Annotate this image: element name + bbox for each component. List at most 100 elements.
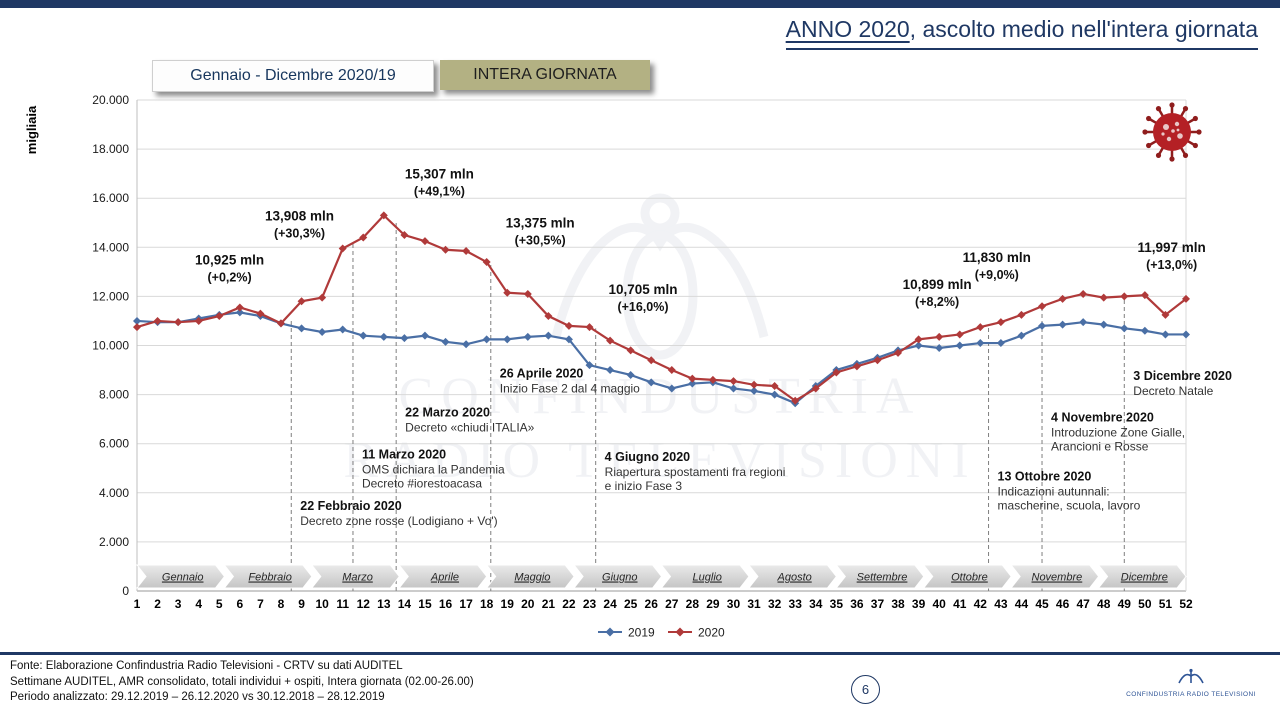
data-point <box>1099 293 1108 302</box>
month-label: Luglio <box>693 572 722 584</box>
month-label: Ottobre <box>951 572 988 584</box>
gridlines: 0 2.000 4.000 6.000 8.000 10.000 12.000 14.000 1… <box>92 95 1187 598</box>
month-label: Giugno <box>602 572 637 584</box>
data-point <box>441 245 450 254</box>
callout-value: 10,925 mln <box>195 252 264 267</box>
month-arrow <box>835 564 925 589</box>
title-rest: , ascolto medio nell'intera giornata <box>909 16 1258 42</box>
x-tick-label: 45 <box>1035 597 1049 611</box>
x-tick-label: 17 <box>459 597 473 611</box>
crtv-eagle-icon <box>1178 668 1204 684</box>
footer-period-line: Periodo analizzato: 29.12.2019 – 26.12.2… <box>10 691 385 703</box>
callout-value: 11,997 mln <box>1137 240 1205 255</box>
data-point <box>770 390 779 399</box>
data-point <box>420 237 429 246</box>
month-label: Dicembre <box>1121 572 1168 584</box>
data-point <box>235 303 244 312</box>
y-tick-label: 18.000 <box>92 142 129 156</box>
x-tick-label: 32 <box>768 597 782 611</box>
data-point <box>832 368 841 377</box>
x-tick-label: 44 <box>1015 597 1029 611</box>
top-border-bar <box>0 0 1280 8</box>
month-arrow <box>1097 564 1187 589</box>
event-date: 11 Marzo 2020 <box>362 447 446 461</box>
x-tick-label: 3 <box>175 597 182 611</box>
data-point <box>585 323 594 332</box>
x-tick-label: 15 <box>418 597 432 611</box>
data-point <box>318 293 327 302</box>
event-description: Decreto zone rosse (Lodigiano + Vo') <box>300 514 497 528</box>
data-point <box>215 312 224 321</box>
x-tick-label: 20 <box>521 597 535 611</box>
data-point <box>564 321 573 330</box>
data-point <box>729 377 738 386</box>
data-point <box>729 384 738 393</box>
x-tick-label: 50 <box>1138 597 1152 611</box>
x-tick-label: 25 <box>624 597 638 611</box>
event-description: Indicazioni autunnali: <box>998 485 1110 499</box>
x-tick-label: 1 <box>134 597 141 611</box>
x-tick-label: 37 <box>871 597 885 611</box>
data-point <box>811 384 820 393</box>
x-tick-label: 35 <box>830 597 844 611</box>
x-tick-label: 8 <box>278 597 285 611</box>
footer-divider <box>0 652 1280 655</box>
y-axis-title: migliaia <box>24 105 39 154</box>
data-point <box>1017 331 1026 340</box>
data-point <box>688 374 697 383</box>
month-label: Febbraio <box>248 572 291 584</box>
x-tick-label: 49 <box>1118 597 1132 611</box>
y-tick-label: 20.000 <box>92 95 129 107</box>
x-tick-label: 6 <box>236 597 243 611</box>
callout-pct: (+0,2%) <box>207 270 251 284</box>
data-point <box>523 332 532 341</box>
legend-label: 2020 <box>698 626 725 640</box>
data-point <box>1079 318 1088 327</box>
data-point <box>955 330 964 339</box>
page-number: 6 <box>861 682 870 697</box>
data-point <box>564 335 573 344</box>
period-filter-button[interactable]: Gennaio - Dicembre 2020/19 <box>152 60 434 92</box>
data-point <box>235 308 244 317</box>
data-point <box>133 316 141 325</box>
x-tick-label: 48 <box>1097 597 1111 611</box>
callout-pct: (+9,0%) <box>975 268 1019 282</box>
month-arrow <box>922 564 1012 589</box>
data-point <box>523 289 532 298</box>
crtv-logo: CONFINDUSTRIA RADIO TELEVISIONI <box>1116 668 1266 698</box>
x-tick-label: 38 <box>891 597 905 611</box>
data-point <box>1182 330 1190 339</box>
daypart-filter-button[interactable]: INTERA GIORNATA <box>440 60 650 90</box>
event-description: e inizio Fase 3 <box>605 479 683 493</box>
event-date: 22 Febbraio 2020 <box>300 499 401 513</box>
event-date: 13 Ottobre 2020 <box>998 470 1092 484</box>
x-tick-label: 21 <box>542 597 556 611</box>
data-point <box>914 341 923 350</box>
slide-title: ANNO 2020, ascolto medio nell'intera gio… <box>785 16 1258 50</box>
x-tick-label: 19 <box>501 597 515 611</box>
month-arrow <box>1010 564 1100 589</box>
event-description: OMS dichiara la Pandemia <box>362 462 505 476</box>
legend-label: 2019 <box>628 626 655 640</box>
callout-value: 13,908 mln <box>265 208 334 223</box>
data-point <box>297 324 306 333</box>
data-point <box>955 341 964 350</box>
callout-value: 11,830 mln <box>963 250 1031 265</box>
event-date: 22 Marzo 2020 <box>405 406 490 420</box>
month-label: Settembre <box>857 572 908 584</box>
event-date: 26 Aprile 2020 <box>500 366 584 380</box>
month-bar: Gennaio Febbraio Marzo Aprile Maggio Giugno Lu… <box>135 564 1187 589</box>
data-point <box>1038 321 1047 330</box>
x-tick-label: 43 <box>994 597 1008 611</box>
data-point <box>626 370 635 379</box>
data-point <box>1058 294 1067 303</box>
x-tick-label: 27 <box>665 597 679 611</box>
data-point <box>852 362 861 371</box>
data-point <box>482 258 491 267</box>
x-tick-label: 13 <box>377 597 391 611</box>
value-callouts: 10,925 mln (+0,2%) 13,908 mln (+30,3%) 15,30… <box>195 167 1206 314</box>
month-arrow <box>747 564 837 589</box>
